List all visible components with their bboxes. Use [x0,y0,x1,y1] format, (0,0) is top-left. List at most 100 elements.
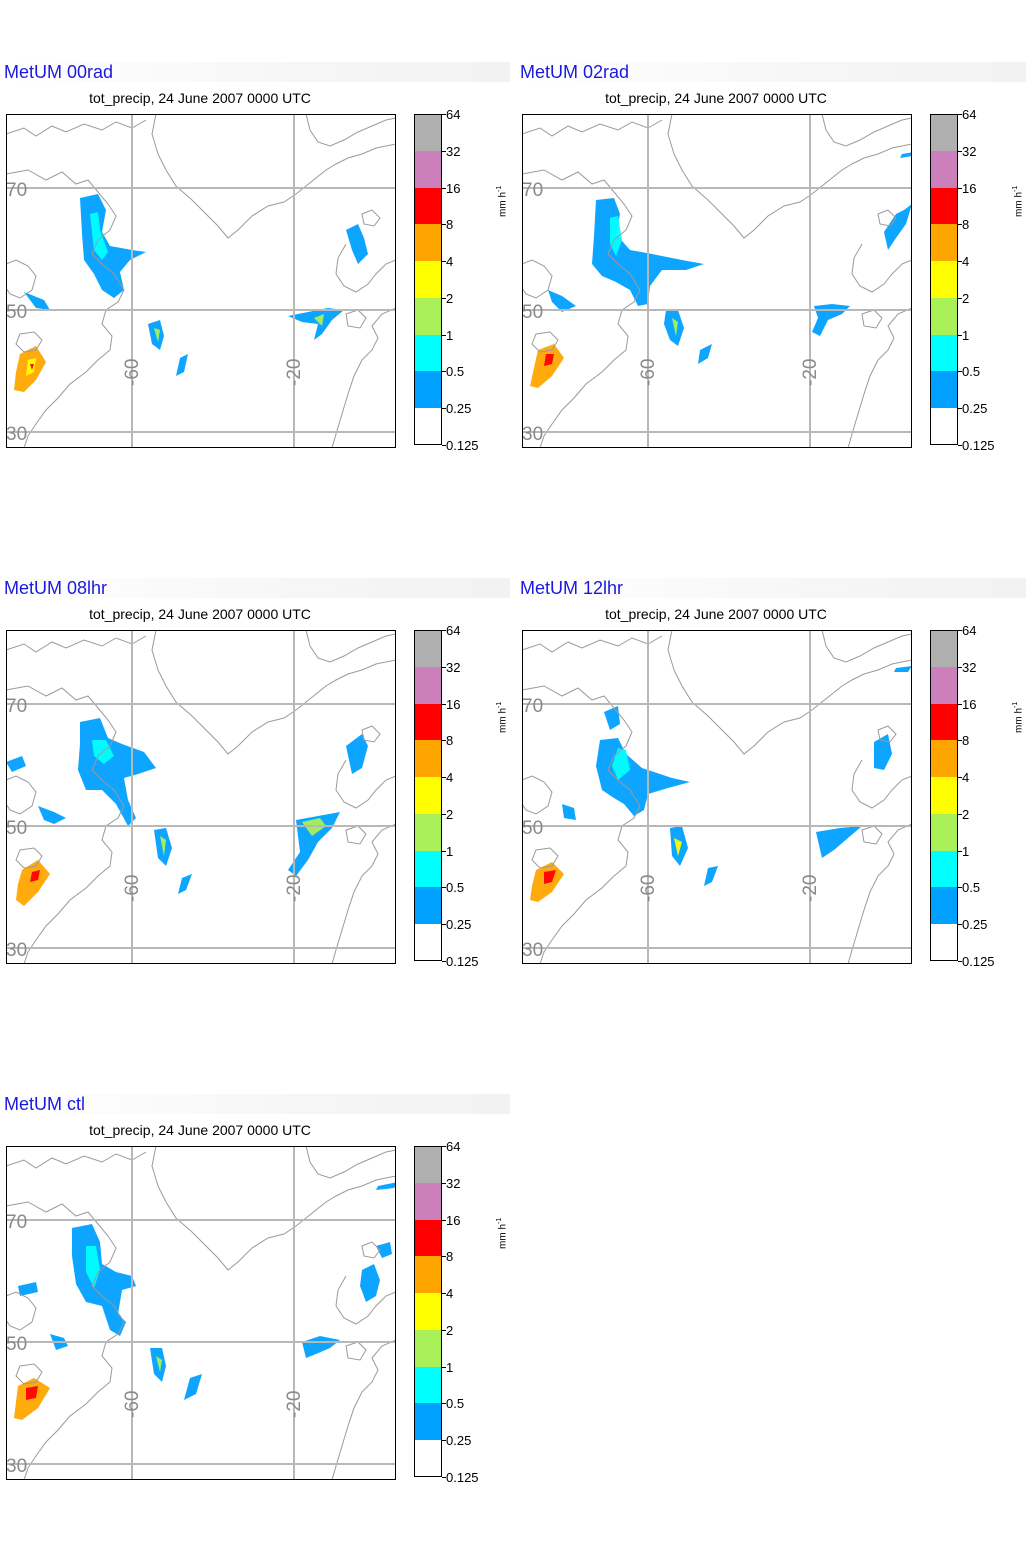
colorbar-tick [442,961,446,962]
colorbar-tick [442,1477,446,1478]
colorbar-level-label: 64 [446,1139,461,1154]
colorbar-segment [414,887,442,925]
precip-area [604,706,620,730]
colorbar-segment [414,1256,442,1294]
precipitation-layer [14,194,368,392]
colorbar-tick [442,261,446,263]
colorbar-level-label: 4 [446,254,454,270]
graticule [6,1146,396,1480]
precip-area [30,364,34,370]
precip-area [592,198,704,306]
precip-area [154,328,160,342]
coastline [151,1146,396,1271]
precip-area [562,804,576,820]
precip-area [184,1374,202,1400]
colorbar: 64 32 16 8 4 2 1 0.5 0.25 0.125 [414,1140,494,1491]
colorbar-segment [930,777,958,815]
lon-label: -60 [122,875,143,902]
precip-map: 70 50 30 -60 -20 [522,114,912,448]
precip-area [664,310,684,346]
colorbar-level-label: 32 [962,659,977,675]
coastline [6,685,125,964]
colorbar-tick [442,371,446,373]
colorbar-level-label: 32 [446,659,461,675]
colorbar-level-label: 16 [446,1212,461,1228]
colorbar-level-label: 2 [446,806,454,822]
coastline [361,209,381,227]
colorbar-level-label: 64 [446,623,461,638]
colorbar-tick [442,777,446,779]
colorbar-level-label: 0.25 [962,401,988,417]
coastline [877,209,897,227]
precip-area [530,344,564,388]
coastline [361,1241,381,1259]
precip-area [176,354,188,376]
precip-map: 70 50 30 -60 -20 [522,630,912,964]
colorbar-tick [958,703,962,705]
colorbar-level-label: 8 [446,1249,454,1265]
precip-area [376,1242,392,1258]
colorbar-frame [414,114,442,445]
precip-area [816,826,862,858]
graticule [6,114,396,448]
precipitation-layer [14,1182,396,1420]
coastline [522,685,641,964]
colorbar-level-label: 0.25 [962,917,988,933]
colorbar-segment [414,850,442,888]
coastline [667,114,912,239]
panel-subtitle: tot_precip, 24 June 2007 0000 UTC [89,1122,311,1138]
colorbar-tick [442,334,446,336]
colorbar-segment [930,740,958,778]
colorbar-tick [442,1146,446,1147]
precip-area [178,874,192,894]
coastline [305,114,396,147]
colorbar-segment [930,924,958,962]
precip-area [884,204,912,250]
colorbar-segment [414,703,442,741]
precip-area [874,734,892,770]
map-frame [6,1146,396,1480]
colorbar-segment [930,187,958,225]
precip-area [16,860,50,906]
map-background [6,630,396,964]
coastline-layer [522,114,912,448]
colorbar-tick [442,740,446,742]
colorbar-tick [442,924,446,926]
coastline [15,847,43,869]
colorbar-frame [930,114,958,445]
colorbar-segment [930,887,958,925]
precip-area [288,308,344,340]
lat-label: 50 [6,302,27,323]
precip-area [86,1246,100,1288]
colorbar-level-label: 1 [446,843,454,859]
coastline [522,775,553,815]
colorbar-tick [442,187,446,189]
lat-label: 30 [6,424,27,445]
colorbar-segment [414,297,442,336]
coastline [522,635,663,653]
precip-area [544,354,554,366]
colorbar-segment [414,777,442,815]
lat-label: 70 [6,1212,27,1233]
colorbar-level-label: 1 [446,1359,454,1375]
colorbar-segment [930,334,958,372]
colorbar-tick [442,1256,446,1258]
coastline [522,169,641,448]
map-frame [522,114,912,448]
colorbar-tick [958,187,962,189]
panel-12lhr: MetUM 12lhr tot_precip, 24 June 2007 000… [516,578,1026,1008]
colorbar-segment [414,150,442,189]
precip-area [314,314,324,326]
colorbar-tick [442,1329,446,1331]
colorbar-tick [442,150,446,152]
colorbar-tick [442,703,446,705]
colorbar-segment [414,1219,442,1257]
precip-area [156,1356,162,1372]
colorbar-level-label: 16 [962,696,977,712]
precip-area [672,318,678,336]
colorbar-tick [958,777,962,779]
colorbar-segment [414,114,442,152]
panel-08lhr: MetUM 08lhr tot_precip, 24 June 2007 000… [0,578,510,1008]
lon-label: -20 [800,875,821,902]
panel-title: MetUM 08lhr [4,578,108,598]
